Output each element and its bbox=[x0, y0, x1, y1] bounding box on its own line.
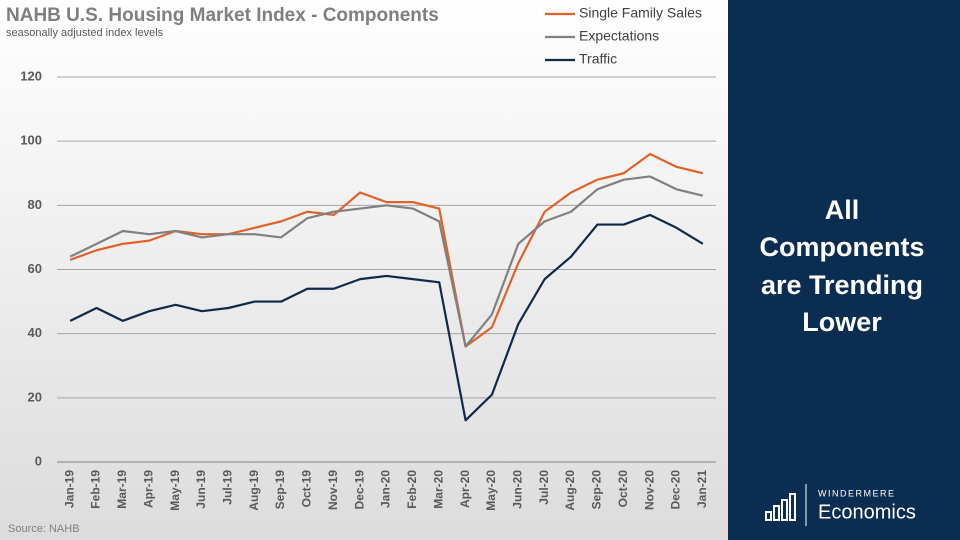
x-tick-label: Mar-20 bbox=[431, 470, 445, 509]
x-tick-label: Dec-20 bbox=[669, 470, 683, 510]
x-tick-label: Oct-19 bbox=[300, 470, 314, 508]
legend-label: Single Family Sales bbox=[579, 5, 702, 21]
series-line bbox=[69, 175, 704, 348]
x-tick-label: Dec-19 bbox=[352, 470, 366, 510]
side-panel bbox=[728, 0, 960, 540]
y-tick-label: 100 bbox=[20, 133, 42, 148]
x-tick-label: May-19 bbox=[168, 470, 182, 511]
x-tick-label: Nov-20 bbox=[642, 470, 656, 510]
x-tick-label: Feb-19 bbox=[89, 470, 103, 509]
y-tick-label: 80 bbox=[28, 197, 42, 212]
x-tick-label: Sep-19 bbox=[273, 470, 287, 510]
x-tick-label: May-20 bbox=[484, 470, 498, 511]
x-tick-label: Apr-19 bbox=[141, 470, 155, 508]
y-tick-label: 120 bbox=[20, 68, 42, 83]
panel-heading: are Trending bbox=[761, 270, 923, 300]
x-tick-label: Oct-20 bbox=[616, 470, 630, 508]
x-tick-label: Jun-20 bbox=[510, 470, 524, 509]
source-note: Source: NAHB bbox=[8, 523, 80, 535]
panel-heading: All bbox=[825, 195, 860, 225]
x-tick-label: Mar-19 bbox=[115, 470, 129, 509]
legend-label: Expectations bbox=[579, 28, 659, 44]
logo-icon bbox=[765, 484, 807, 526]
x-tick-label: Sep-20 bbox=[590, 470, 604, 510]
panel-heading: Lower bbox=[802, 307, 882, 337]
x-tick-label: Jan-19 bbox=[62, 470, 76, 508]
y-tick-label: 0 bbox=[35, 453, 42, 468]
logo-brand: WINDERMERE bbox=[818, 488, 896, 498]
y-tick-label: 60 bbox=[28, 261, 42, 276]
series-line bbox=[69, 213, 704, 422]
x-tick-label: Aug-20 bbox=[563, 470, 577, 511]
x-tick-label: Jul-20 bbox=[537, 470, 551, 505]
x-tick-label: Aug-19 bbox=[247, 470, 261, 511]
x-tick-label: Feb-20 bbox=[405, 470, 419, 509]
x-tick-label: Jun-19 bbox=[194, 470, 208, 509]
logo-product: Economics bbox=[818, 501, 916, 523]
x-tick-label: Jul-19 bbox=[221, 470, 235, 505]
panel-heading: Components bbox=[760, 232, 925, 262]
y-tick-label: 40 bbox=[28, 325, 42, 340]
legend-label: Traffic bbox=[579, 51, 617, 67]
x-tick-label: Apr-20 bbox=[458, 470, 472, 508]
x-tick-label: Nov-19 bbox=[326, 470, 340, 510]
chart-subtitle: seasonally adjusted index levels bbox=[6, 27, 164, 39]
x-tick-label: Jan-20 bbox=[379, 470, 393, 508]
x-tick-label: Jan-21 bbox=[695, 470, 709, 508]
chart-title: NAHB U.S. Housing Market Index - Compone… bbox=[6, 5, 439, 26]
y-tick-label: 20 bbox=[28, 389, 42, 404]
